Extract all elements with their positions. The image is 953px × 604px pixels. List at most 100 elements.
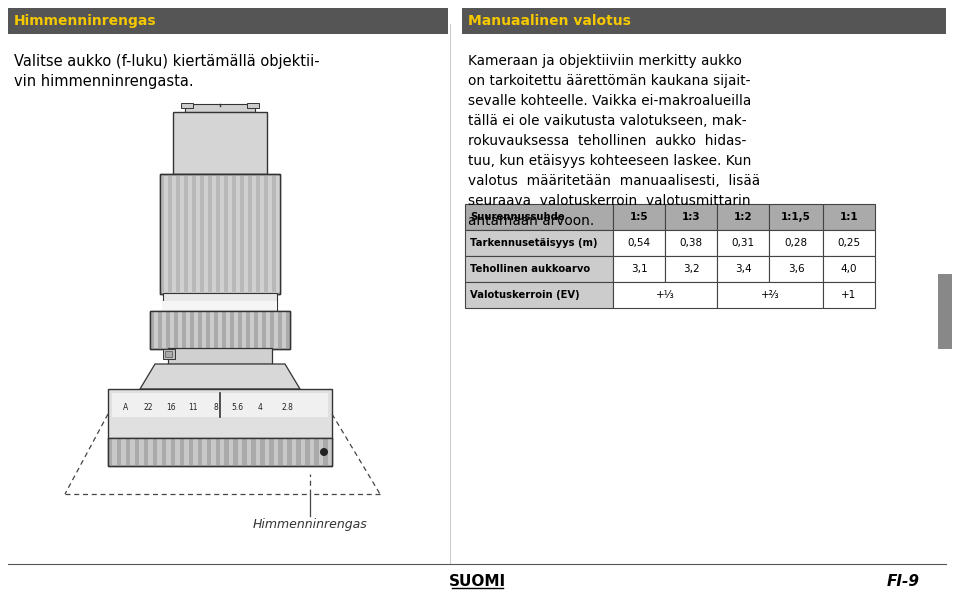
Bar (664, 256, 717, 282)
Bar (310, 439, 314, 465)
Text: Valitse aukko (f-luku) kiertämällä objektii-: Valitse aukko (f-luku) kiertämällä objek… (14, 54, 319, 69)
Bar (224, 439, 229, 465)
Bar (278, 439, 282, 465)
Bar (242, 439, 247, 465)
Bar (242, 312, 246, 348)
Text: Himmenninrengas: Himmenninrengas (253, 518, 367, 531)
Bar (198, 312, 202, 348)
Text: 3,4: 3,4 (734, 264, 751, 274)
Bar (166, 312, 170, 348)
Bar (295, 439, 300, 465)
Text: Valotuskerroin (EV): Valotuskerroin (EV) (470, 290, 579, 300)
Bar (117, 439, 121, 465)
Bar (464, 256, 613, 282)
Bar (150, 311, 290, 349)
Bar (664, 204, 717, 230)
Bar (265, 439, 269, 465)
Bar (150, 311, 290, 349)
Bar (158, 312, 162, 348)
Bar (237, 312, 242, 348)
Text: +⅔: +⅔ (760, 290, 779, 300)
Text: Manuaalinen valotus: Manuaalinen valotus (468, 14, 630, 28)
Bar (251, 439, 255, 465)
Bar (204, 176, 208, 292)
Bar (150, 312, 153, 348)
Bar (213, 312, 218, 348)
Text: 2.8: 2.8 (281, 402, 293, 411)
Bar (613, 204, 664, 230)
Text: SUOMI: SUOMI (448, 574, 505, 590)
Bar (717, 282, 822, 308)
Bar (202, 312, 206, 348)
Bar (112, 393, 328, 417)
Bar (190, 312, 193, 348)
Bar (206, 312, 210, 348)
Text: 5.6: 5.6 (232, 402, 244, 411)
Bar (226, 312, 230, 348)
Bar (300, 439, 305, 465)
Bar (121, 439, 126, 465)
Text: Himmenninrengas: Himmenninrengas (14, 14, 156, 28)
Bar (222, 312, 226, 348)
Bar (247, 103, 258, 108)
Bar (215, 176, 220, 292)
Bar (266, 312, 270, 348)
Bar (212, 176, 215, 292)
Bar (264, 176, 268, 292)
Bar (237, 439, 242, 465)
Text: 1:1,5: 1:1,5 (781, 212, 810, 222)
Bar (189, 439, 193, 465)
Bar (268, 176, 272, 292)
Text: Tehollinen aukkoarvo: Tehollinen aukkoarvo (470, 264, 590, 274)
Bar (250, 312, 253, 348)
Bar (153, 312, 158, 348)
Bar (717, 204, 768, 230)
Bar (134, 439, 139, 465)
Bar (822, 256, 874, 282)
Polygon shape (140, 364, 299, 389)
Bar (188, 176, 192, 292)
Bar (195, 176, 200, 292)
Bar (246, 312, 250, 348)
Text: 22: 22 (143, 402, 152, 411)
Bar (228, 176, 232, 292)
Bar (323, 439, 327, 465)
Bar (160, 174, 280, 294)
Text: 3,6: 3,6 (787, 264, 803, 274)
Bar (260, 176, 264, 292)
Bar (464, 204, 613, 230)
Text: 1:3: 1:3 (681, 212, 700, 222)
Text: 16: 16 (166, 402, 175, 411)
Bar (178, 312, 182, 348)
Bar (270, 312, 274, 348)
Bar (282, 312, 286, 348)
Text: +1: +1 (841, 290, 856, 300)
Bar (172, 112, 267, 174)
Bar (274, 312, 277, 348)
Bar (224, 176, 228, 292)
Bar (215, 439, 220, 465)
Bar (202, 439, 207, 465)
Text: 0,25: 0,25 (837, 238, 860, 248)
Text: A: A (123, 402, 129, 411)
Bar (108, 438, 332, 466)
Bar (179, 439, 184, 465)
Bar (139, 439, 144, 465)
Bar (208, 176, 212, 292)
Bar (108, 389, 332, 439)
Text: 1:2: 1:2 (733, 212, 752, 222)
Bar (464, 282, 613, 308)
Bar (230, 312, 233, 348)
Text: Tarkennusetäisyys (m): Tarkennusetäisyys (m) (470, 238, 597, 248)
Text: Suurennussuhde: Suurennussuhde (470, 212, 564, 222)
Bar (168, 176, 172, 292)
Bar (168, 348, 272, 364)
Bar (152, 439, 157, 465)
Bar (717, 256, 768, 282)
Bar (210, 312, 213, 348)
Bar (175, 176, 180, 292)
Bar (275, 176, 280, 292)
Text: 0,28: 0,28 (783, 238, 807, 248)
Text: 4,0: 4,0 (840, 264, 857, 274)
Bar (464, 230, 613, 256)
